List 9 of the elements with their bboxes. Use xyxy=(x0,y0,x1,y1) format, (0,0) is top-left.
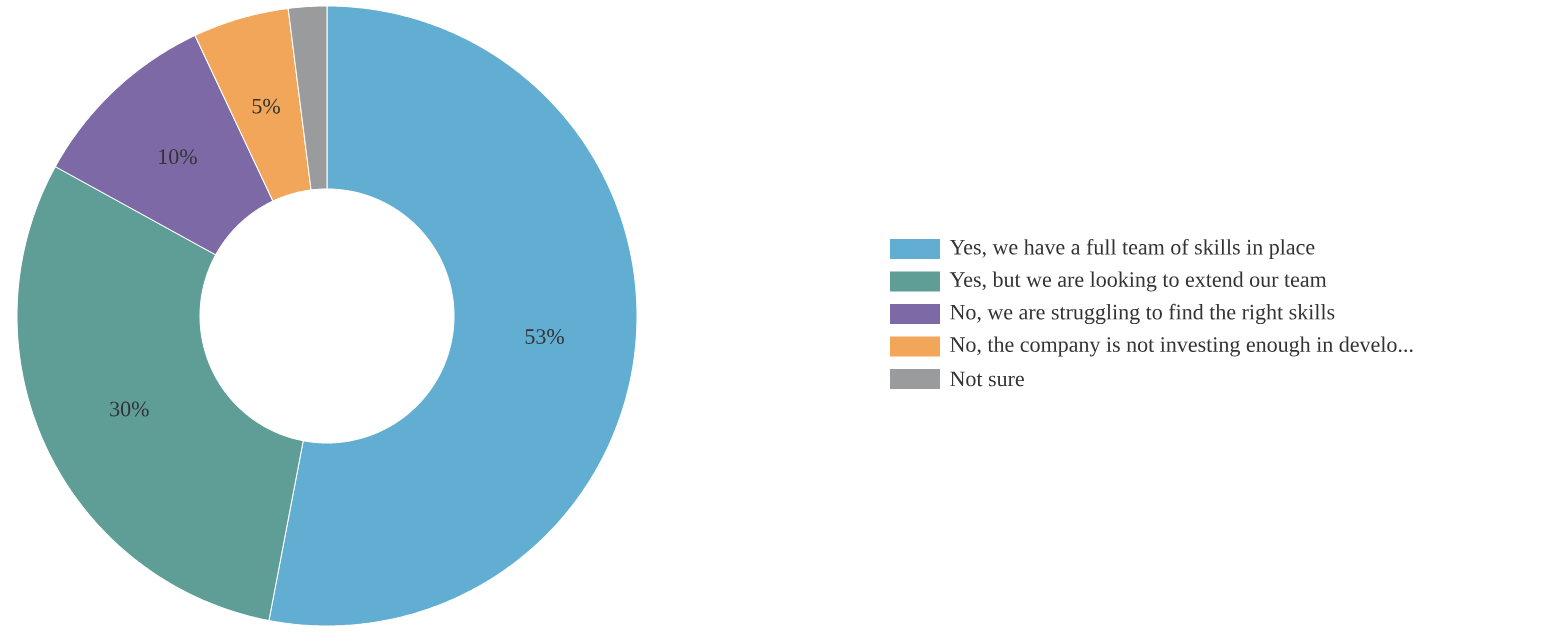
data-label: 30% xyxy=(110,401,149,417)
legend-label: Not sure xyxy=(950,371,1024,387)
legend-label: No, we are struggling to find the right skills xyxy=(950,303,1335,325)
data-label: 10% xyxy=(159,149,197,165)
data-label: 5% xyxy=(252,98,280,114)
legend-label: No, the company is not investing enough in develo... xyxy=(950,336,1413,357)
legend-label: Yes, but we are looking to extend our team xyxy=(949,271,1327,292)
data-label: 53% xyxy=(525,329,564,345)
legend-label: Yes, we have a full team of skills in place xyxy=(949,238,1315,260)
